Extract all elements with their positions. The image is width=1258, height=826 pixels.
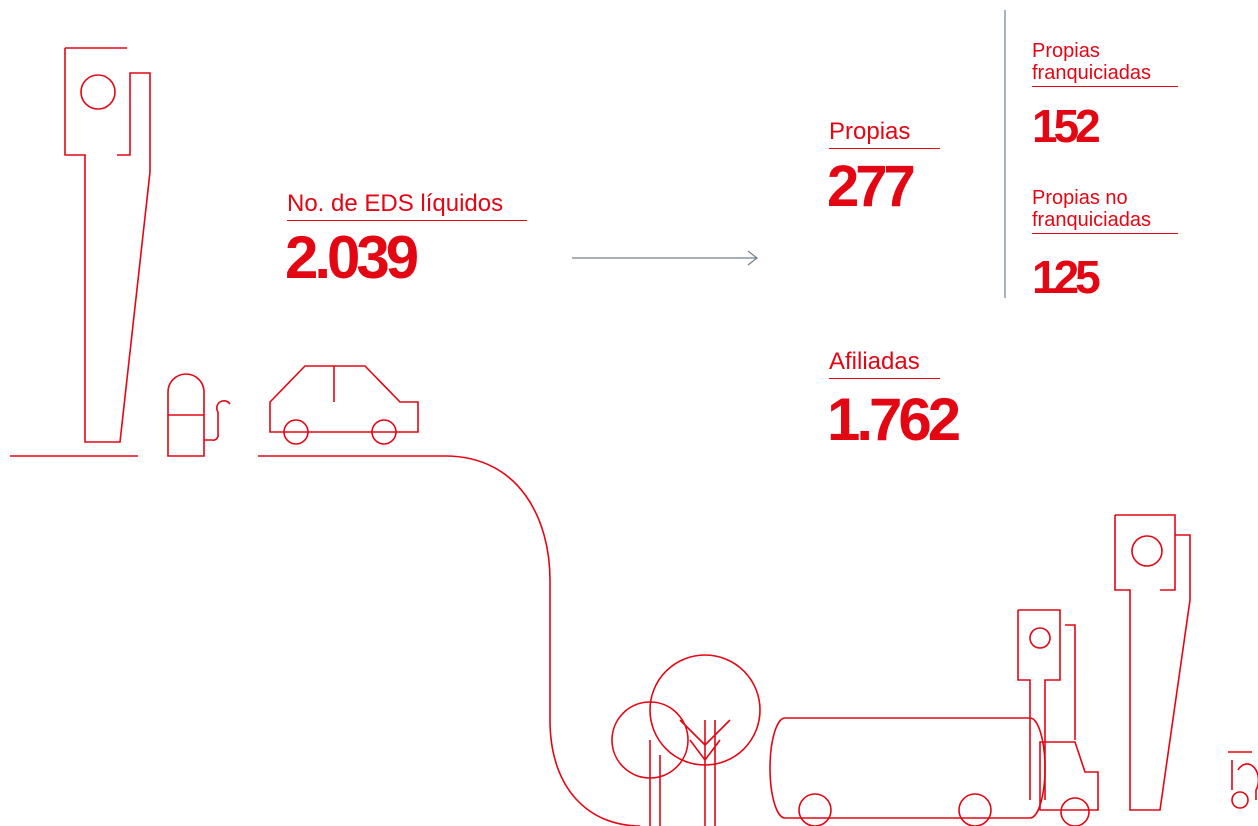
franquiciadas-value: 152 [1032,103,1097,149]
franquiciadas-label: Propias franquiciadas [1032,40,1178,87]
page: {"total": {"label": "No. de EDS líquidos… [0,0,1258,826]
total-value: 2.039 [285,228,415,288]
total-label: No. de EDS líquidos [287,190,527,221]
no-franquiciadas-label: Propias no franquiciadas [1032,187,1178,234]
afiliadas-label: Afiliadas [829,348,940,379]
afiliadas-value: 1.762 [827,390,957,450]
propias-label: Propias [829,118,940,149]
no-franquiciadas-value: 125 [1032,254,1097,300]
propias-value: 277 [827,158,912,216]
